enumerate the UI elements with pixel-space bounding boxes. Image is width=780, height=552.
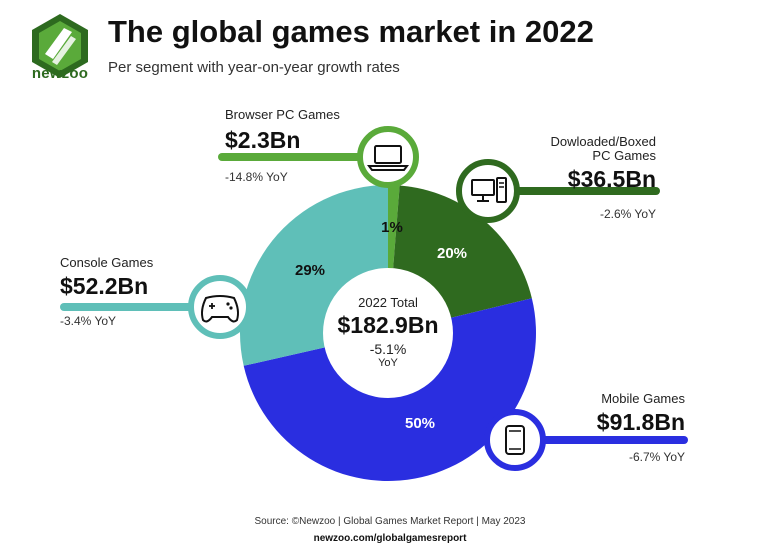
segment-name-line1: Dowloaded/Boxed [550,134,656,149]
connector-mobile [510,436,688,444]
laptop-icon [357,126,419,188]
segment-mobile-label: Mobile Games $91.8Bn -6.7% YoY [596,391,685,465]
segment-value: $36.5Bn [567,166,656,192]
segment-console-label: Console Games $52.2Bn -3.4% YoY [60,255,154,329]
segment-yoy: -3.4% YoY [60,314,117,328]
connector-browser [218,153,398,161]
connector-console [60,303,220,311]
segment-value: $2.3Bn [225,127,301,153]
share-label-downloaded: 20% [437,245,467,262]
total-growth: -5.1% [369,341,407,357]
share-label-browser: 1% [381,219,403,236]
segment-name: Mobile Games [601,391,685,406]
desktop-pc-icon [456,159,520,223]
segment-downloaded-label: Dowloaded/Boxed PC Games $36.5Bn -2.6% Y… [550,134,656,222]
page-subtitle: Per segment with year-on-year growth rat… [108,59,400,76]
segment-yoy: -14.8% YoY [225,170,288,184]
mobile-phone-icon [484,409,546,471]
total-value: $182.9Bn [337,312,439,338]
segment-name: Browser PC Games [225,107,340,122]
total-summary: 2022 Total $182.9Bn -5.1% YoY [325,295,451,369]
segment-yoy: -6.7% YoY [628,450,685,464]
segment-browser-label: Browser PC Games $2.3Bn -14.8% YoY [225,107,340,185]
newzoo-logo [32,14,88,78]
total-growth-unit: YoY [378,357,398,369]
donut-hole [323,268,453,398]
source-note: Source: ©Newzoo | Global Games Market Re… [254,516,526,527]
segment-name: Console Games [60,255,154,270]
segment-value: $52.2Bn [60,273,149,299]
share-label-console: 29% [295,262,325,279]
page-title: The global games market in 2022 [108,14,594,49]
segment-yoy: -2.6% YoY [599,207,656,221]
segment-name-line2: PC Games [592,148,656,163]
logo-wordmark: newzoo [31,65,89,82]
gamepad-icon [188,275,252,339]
report-link[interactable]: newzoo.com/globalgamesreport [313,533,467,544]
total-label: 2022 Total [358,295,418,310]
share-label-mobile: 50% [405,415,435,432]
segment-value: $91.8Bn [596,409,685,435]
